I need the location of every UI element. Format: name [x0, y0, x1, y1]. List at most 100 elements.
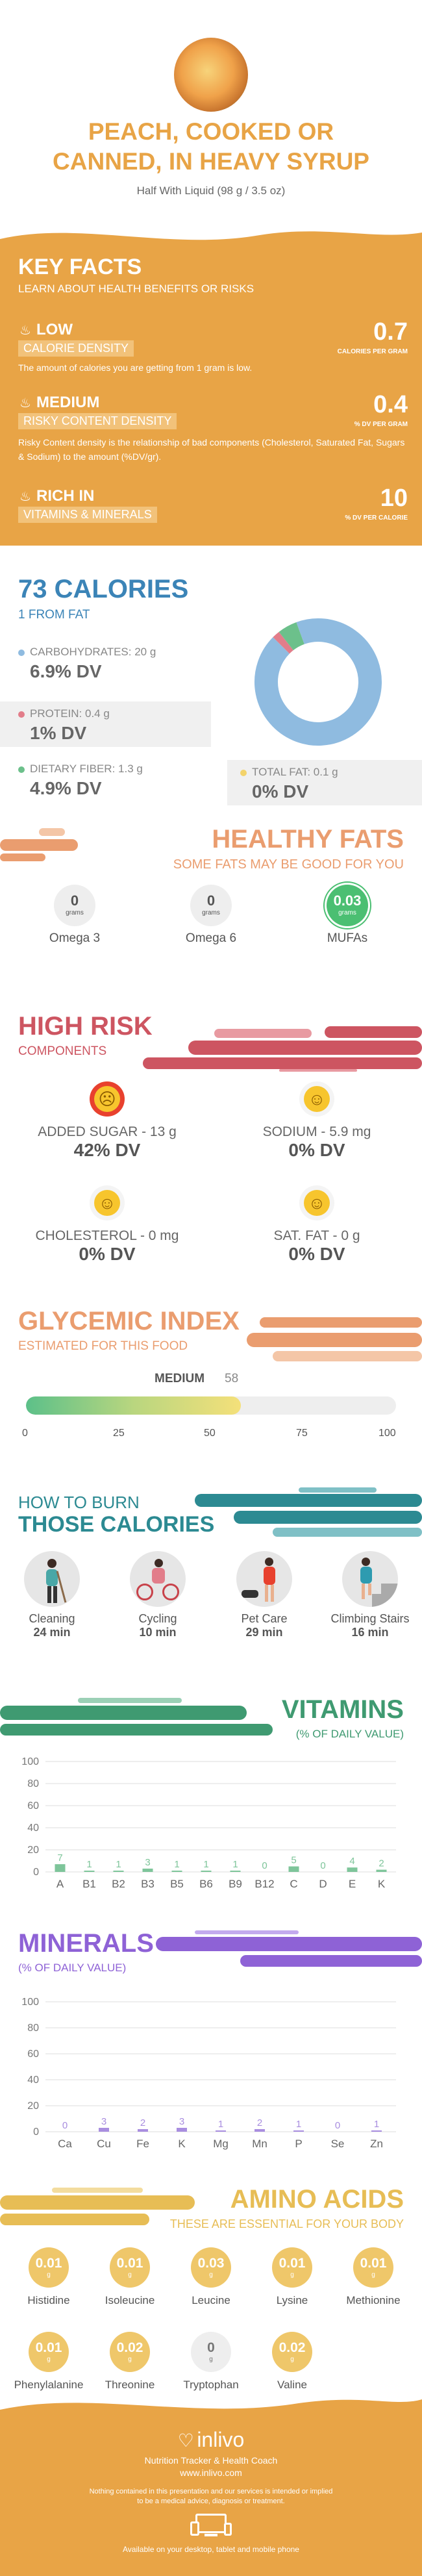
- category-label: C: [290, 1878, 297, 1890]
- category-label: D: [319, 1878, 327, 1890]
- minerals-section: MINERALS (% OF DAILY VALUE) 100 80 60 40 20 0…: [0, 1903, 422, 2202]
- vitamins-title: VITAMINS: [281, 1695, 404, 1724]
- amino-badge: 0.01 g: [110, 2247, 150, 2288]
- high-risk-section: HIGH RISK COMPONENTS ☹ ADDED SUGAR - 13 …: [0, 987, 422, 1293]
- glycemic-track: [26, 1396, 396, 1415]
- amino-title: AMINO ACIDS: [230, 2185, 404, 2214]
- decorative-stripes: [143, 1026, 422, 1072]
- bar-a: [55, 1864, 66, 1872]
- page-title: PEACH, COOKED OR CANNED, IN HEAVY SYRUP: [53, 118, 369, 175]
- bar-value-label: 3: [179, 2116, 184, 2127]
- amino-acids-section: AMINO ACIDS THESE ARE ESSENTIAL FOR YOUR…: [0, 2176, 422, 2416]
- glycemic-index-section: GLYCEMIC INDEX ESTIMATED FOR THIS FOOD M…: [0, 1293, 422, 1474]
- bar-b3: [142, 1868, 153, 1872]
- key-facts-background: [0, 231, 422, 546]
- category-label: B12: [254, 1878, 274, 1890]
- bar-value-label: 0: [335, 2120, 340, 2131]
- vitamins-subtitle: (% OF DAILY VALUE): [295, 1728, 404, 1740]
- high-risk-subtitle: COMPONENTS: [18, 1044, 107, 1058]
- amino-item-phenylalanine: 0.01 g Phenylalanine: [13, 2332, 84, 2392]
- category-label: Fe: [136, 2138, 149, 2150]
- healthy-fats-subtitle: SOME FATS MAY BE GOOD FOR YOU: [173, 857, 404, 872]
- footer-disclaimer-1: Nothing contained in this presentation a…: [89, 2488, 333, 2495]
- bar-value-label: 1: [86, 1859, 92, 1870]
- pet-care-icon: [236, 1551, 292, 1607]
- bar-b9: [230, 1871, 241, 1872]
- activity-pet-care: Pet Care 29 min: [222, 1551, 306, 1639]
- calories-section: 73 CALORIES 1 FROM FAT CARBOHYDRATES: 20…: [0, 546, 422, 812]
- happy-face-icon: ☺: [299, 1185, 334, 1220]
- stairs-icon: [342, 1551, 398, 1607]
- glycemic-level: MEDIUM: [155, 1372, 205, 1385]
- flame-icon: ♨: [19, 490, 31, 504]
- bar-mg: [216, 2130, 226, 2132]
- category-label: B2: [112, 1878, 125, 1890]
- fact-risky-density: ♨ MEDIUM RISKY CONTENT DENSITY 0.4 % DV …: [18, 391, 408, 462]
- key-facts-subtitle: LEARN ABOUT HEALTH BENEFITS OR RISKS: [18, 283, 254, 295]
- footer-url[interactable]: www.inlivo.com: [180, 2468, 242, 2478]
- amino-item-methionine: 0.01 g Methionine: [338, 2247, 409, 2307]
- category-label: A: [56, 1878, 64, 1890]
- glycemic-tick-0: 0: [22, 1428, 28, 1439]
- amino-badge: 0.02 g: [272, 2332, 312, 2372]
- amino-item-lysine: 0.01 g Lysine: [256, 2247, 328, 2307]
- category-label: K: [378, 1878, 386, 1890]
- bar-b1: [84, 1871, 95, 1872]
- flame-icon: ♨: [19, 396, 31, 410]
- y-tick-label: 60: [27, 1800, 39, 1812]
- fact-vitamins-minerals: ♨ RICH IN VITAMINS & MINERALS 10 % DV PE…: [18, 485, 408, 523]
- high-risk-title: HIGH RISK: [18, 1012, 153, 1041]
- bullet-icon: [18, 650, 25, 656]
- bar-value-label: 0: [62, 2120, 68, 2131]
- amino-item-histidine: 0.01 g Histidine: [13, 2247, 84, 2307]
- amino-item-valine: 0.02 g Valine: [256, 2332, 328, 2392]
- y-tick-label: 40: [27, 1823, 39, 1834]
- category-label: K: [178, 2138, 186, 2150]
- decorative-stripes: [0, 1698, 273, 1736]
- bar-value-label: 1: [203, 1859, 208, 1870]
- brand-logo: ♡ inlivo: [177, 2428, 245, 2451]
- burn-calories-section: HOW TO BURN THOSE CALORIES Cleaning 24 m…: [0, 1474, 422, 1689]
- healthy-fats-title: HEALTHY FATS: [212, 825, 404, 853]
- minerals-subtitle: (% OF DAILY VALUE): [18, 1962, 127, 1974]
- bar-value-label: 0: [262, 1860, 267, 1871]
- activity-cycling: Cycling 10 min: [116, 1551, 200, 1639]
- donut-slice-protein: [273, 631, 293, 654]
- fact-calorie-density: ♨ LOW CALORIE DENSITY 0.7 CALORIES PER G…: [18, 318, 408, 373]
- bullet-icon: [18, 766, 25, 773]
- serving-size: Half With Liquid (98 g / 3.5 oz): [136, 184, 286, 197]
- bicycle-icon: [130, 1551, 186, 1607]
- amino-item-tryptophan: 0 g Tryptophan: [175, 2332, 247, 2392]
- devices-icon: [190, 2514, 232, 2537]
- amino-badge: 0.03 g: [191, 2247, 231, 2288]
- key-facts-title: KEY FACTS: [18, 255, 142, 279]
- amino-badge: 0.01 g: [29, 2247, 69, 2288]
- category-label: Se: [331, 2138, 345, 2150]
- fat-mufas: 0.03 grams MUFAs: [308, 885, 386, 946]
- bar-fe: [138, 2129, 148, 2132]
- activity-climbing-stairs: Climbing Stairs 16 min: [325, 1551, 416, 1639]
- amino-grid: 0.01 g Histidine 0.01 g Isoleucine 0.03 g Leucin…: [0, 2247, 422, 2410]
- healthy-fats-section: HEALTHY FATS SOME FATS MAY BE GOOD FOR Y…: [0, 812, 422, 987]
- amino-item-threonine: 0.02 g Threonine: [94, 2332, 166, 2392]
- bar-value-label: 2: [257, 2117, 262, 2128]
- macro-fiber: DIETARY FIBER: 1.3 g 4.9% DV: [0, 760, 211, 805]
- decorative-stripes: [0, 2188, 195, 2225]
- bar-p: [293, 2130, 304, 2132]
- bar-value-label: 5: [291, 1855, 296, 1866]
- bar-c: [288, 1866, 299, 1872]
- glycemic-tick-25: 25: [113, 1428, 125, 1439]
- key-facts-section: KEY FACTS LEARN ABOUT HEALTH BENEFITS OR…: [0, 221, 422, 546]
- y-tick-label: 80: [27, 2023, 39, 2034]
- bar-value-label: 3: [101, 2116, 106, 2127]
- activity-cleaning: Cleaning 24 min: [10, 1551, 94, 1639]
- y-tick-label: 100: [21, 1997, 39, 2008]
- y-tick-label: 60: [27, 2049, 39, 2060]
- glycemic-tick-50: 50: [204, 1428, 216, 1439]
- macro-protein: PROTEIN: 0.4 g 1% DV: [0, 701, 211, 747]
- y-tick-label: 20: [27, 2101, 39, 2112]
- fat-omega-6: 0 grams Omega 6: [172, 885, 250, 946]
- bar-e: [347, 1867, 358, 1872]
- footer-tagline: Nutrition Tracker & Health Coach: [144, 2455, 278, 2466]
- fat-omega-3: 0 grams Omega 3: [36, 885, 114, 946]
